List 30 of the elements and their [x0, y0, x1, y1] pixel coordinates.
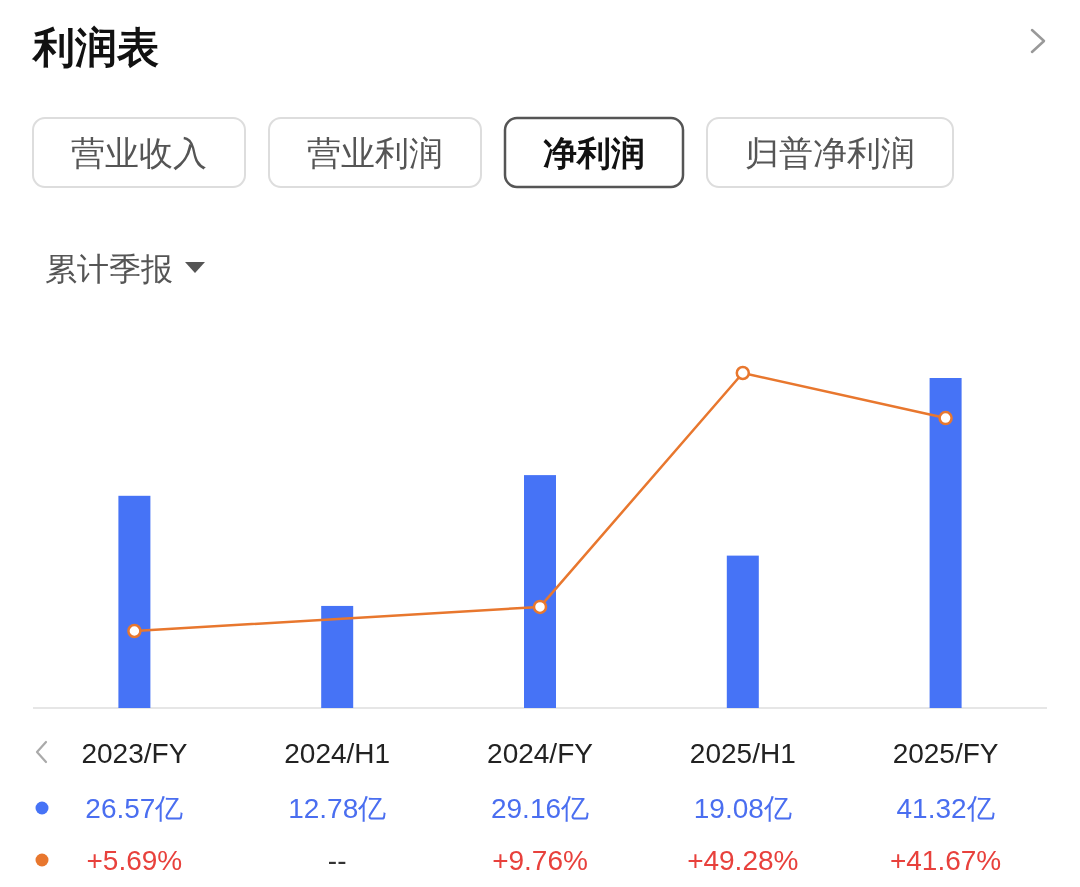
- point: [532, 599, 548, 615]
- x-tick-label: 2024/H1: [284, 738, 391, 769]
- point: [938, 410, 953, 426]
- text: 营业收入: [71, 134, 207, 172]
- text: 营业利润: [307, 134, 443, 172]
- data-label: 26.57亿: [85, 793, 184, 824]
- chart-title: 利润表: [31, 24, 159, 71]
- data-label: +5.69%: [86, 845, 183, 876]
- data-label: 29.16亿: [490, 793, 590, 824]
- point: [127, 623, 142, 639]
- data-label: +9.76%: [492, 845, 588, 876]
- data-label: +49.28%: [687, 845, 799, 876]
- data-label: 12.78亿: [288, 793, 387, 824]
- bar: [929, 378, 962, 708]
- data-label: 41.32亿: [896, 793, 995, 824]
- bar: [118, 495, 151, 708]
- text: --: [327, 845, 347, 876]
- data-label: 19.08亿: [693, 793, 792, 824]
- text: 累计季报: [45, 251, 173, 287]
- x-tick-label: 2025/H1: [689, 738, 796, 769]
- bar: [726, 555, 759, 708]
- x-tick-label: 2025/FY: [892, 738, 999, 769]
- text: 净利润: [543, 134, 645, 172]
- x-tick-label: 2024/FY: [487, 738, 594, 769]
- bar: [524, 475, 556, 708]
- text: 归普净利润: [745, 134, 915, 172]
- point: [735, 365, 751, 381]
- x-tick-label: 2023/FY: [81, 738, 188, 769]
- data-label: +41.67%: [889, 845, 1002, 876]
- bar: [321, 605, 354, 708]
